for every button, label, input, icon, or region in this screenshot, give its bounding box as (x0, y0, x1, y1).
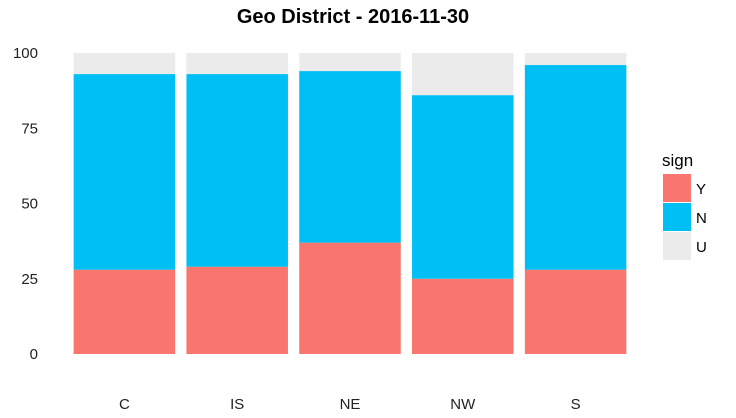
bar-is-y (186, 266, 288, 354)
bar-ne-y (299, 242, 401, 354)
bar-is-u (186, 53, 288, 75)
bar-ne-u (299, 53, 401, 72)
legend-key-u (663, 232, 691, 260)
bar-c-y (73, 269, 176, 354)
x-tick-label: NE (340, 396, 361, 413)
legend-label-y: Y (696, 181, 706, 198)
x-tick-label: NW (450, 396, 476, 413)
bar-is-n (186, 74, 288, 267)
y-tick-label: 25 (21, 271, 38, 288)
y-tick-label: 100 (13, 45, 38, 62)
bar-s-u (524, 53, 627, 66)
bar-nw-n (412, 95, 514, 279)
y-tick-label: 75 (21, 120, 38, 137)
bar-c-n (73, 74, 176, 270)
bar-s-y (524, 269, 627, 354)
x-tick-label: S (571, 396, 581, 413)
y-axis: 0 25 50 75 100 (13, 45, 38, 363)
x-tick-label: IS (230, 396, 244, 413)
bar-nw-y (412, 278, 514, 354)
y-tick-label: 0 (30, 346, 38, 363)
legend-label-u: U (696, 239, 707, 256)
x-axis: C IS NE NW S (119, 396, 581, 413)
y-tick-label: 50 (21, 196, 38, 213)
bars (73, 53, 627, 354)
legend-key-n (663, 203, 691, 231)
legend-label-n: N (696, 210, 707, 227)
bar-s-n (524, 65, 627, 270)
x-tick-label: C (119, 396, 130, 413)
legend-title: sign (662, 151, 693, 170)
bar-nw-u (412, 53, 514, 96)
bar-c-u (73, 53, 176, 75)
chart-title: Geo District - 2016-11-30 (236, 6, 470, 28)
bar-ne-n (299, 71, 401, 243)
legend-key-y (663, 174, 691, 202)
